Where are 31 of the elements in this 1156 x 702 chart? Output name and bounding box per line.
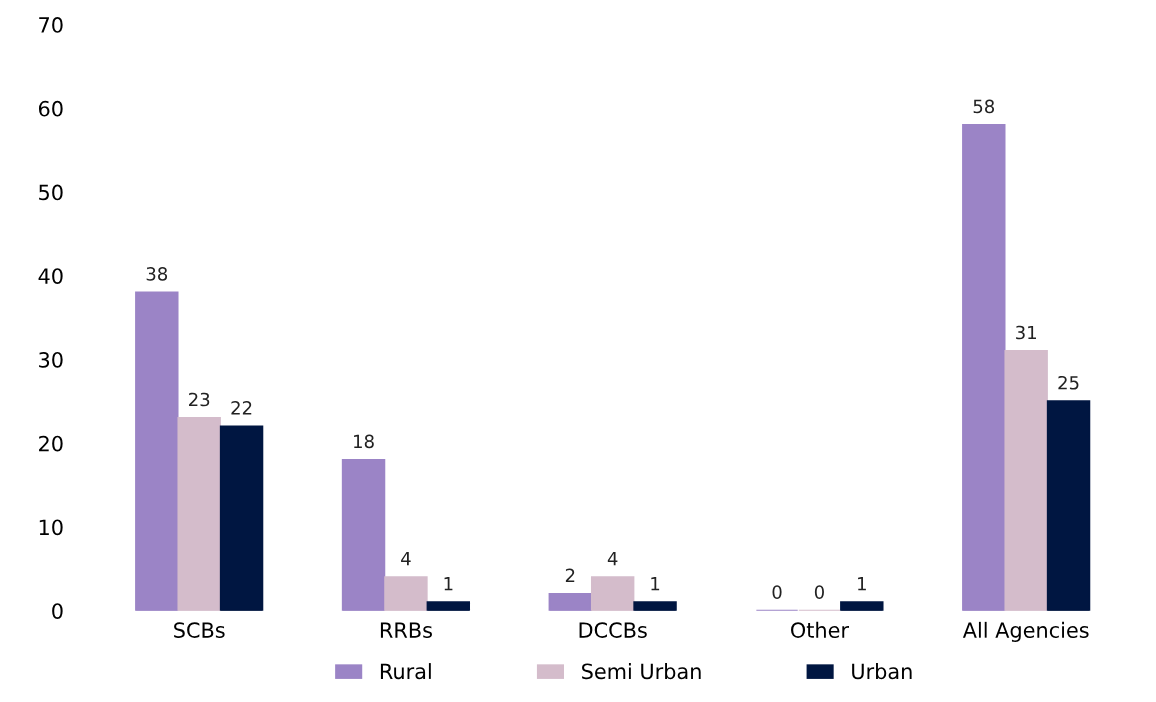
legend-label: Urban (852, 663, 912, 680)
data-label: 0 (772, 585, 782, 599)
x-tick-label: SCBs (174, 622, 225, 638)
x-tick-label: DCCBs (579, 622, 647, 638)
y-tick-label: 30 (39, 351, 63, 368)
data-label: 4 (401, 551, 411, 566)
x-tick-label: Other (791, 621, 849, 638)
x-tick-label: RRBs (380, 622, 432, 638)
data-label: 2 (565, 568, 575, 582)
legend-label: Semi Urban (582, 663, 701, 680)
data-label: 23 (189, 392, 210, 407)
data-label: 1 (858, 577, 866, 591)
y-tick-label: 70 (39, 17, 63, 33)
data-label: 22 (231, 401, 252, 415)
y-tick-label: 60 (38, 100, 63, 117)
data-label: 18 (354, 434, 374, 449)
legend-label: Rural (380, 663, 431, 680)
y-tick-label: 40 (38, 268, 63, 284)
data-label: 31 (1016, 325, 1036, 340)
data-label: 4 (607, 551, 618, 566)
data-label: 38 (146, 267, 168, 281)
data-label: 1 (444, 577, 453, 591)
y-tick-label: 10 (39, 519, 63, 536)
y-tick-label: 0 (52, 603, 63, 619)
data-label: 1 (651, 577, 660, 591)
data-label: 25 (1058, 375, 1079, 390)
data-label: 0 (814, 585, 824, 599)
y-tick-label: 50 (39, 184, 63, 201)
data-label: 58 (973, 99, 995, 114)
y-tick-label: 20 (39, 435, 63, 452)
x-tick-label: All Agencies (962, 621, 1089, 643)
